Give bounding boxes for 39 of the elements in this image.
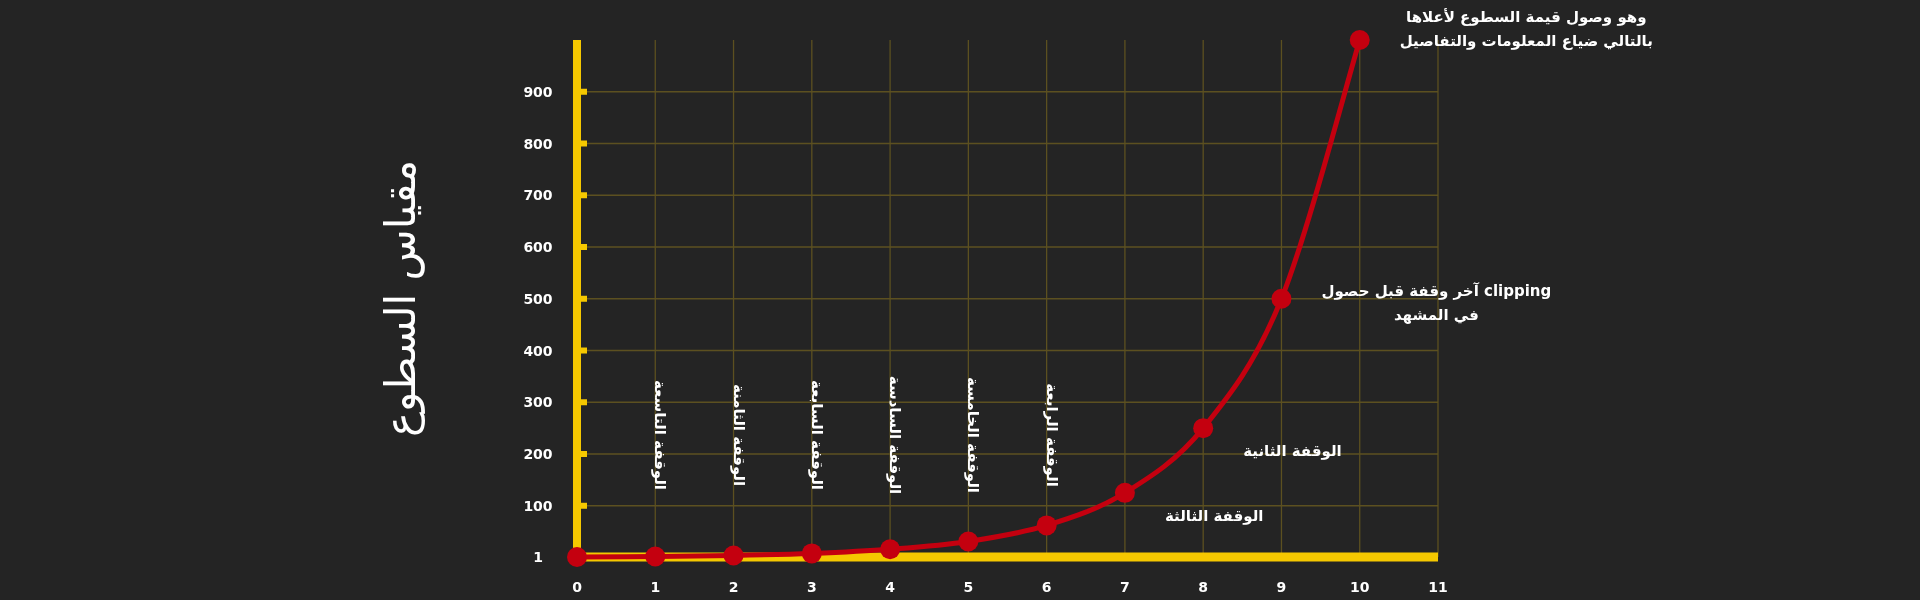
annotation: الوقفة السابعة xyxy=(807,380,826,490)
x-tick-label: 9 xyxy=(1276,579,1287,595)
x-tick-label: 5 xyxy=(963,579,974,595)
x-tick-label: 3 xyxy=(806,579,817,595)
point xyxy=(1036,515,1057,536)
y-tick-label: 900 xyxy=(523,83,553,100)
x-tick-label: 10 xyxy=(1349,579,1370,595)
y-tick-label: 300 xyxy=(523,394,553,411)
x-tick-label: 6 xyxy=(1041,579,1052,595)
x-tick-label: 0 xyxy=(572,579,583,595)
annotation: وهو وصول قيمة السطوع لأعلاها بالتالي ضياع المعلومات والتفاصيل xyxy=(1399,8,1653,50)
point xyxy=(958,531,979,552)
annotation: الوقفة الثالثة xyxy=(1164,506,1264,525)
annotation: الوقفة الثانية xyxy=(1243,442,1342,461)
annotation: آخر وقفة قبل حصول clipping في المشهد xyxy=(1321,281,1552,324)
x-tick-label: 4 xyxy=(885,579,896,595)
point xyxy=(1271,288,1292,309)
annotation: الوقفة الثامنة xyxy=(729,383,748,487)
x-tick-label: 1 xyxy=(650,579,661,595)
y-tick-label: 1 xyxy=(533,549,543,565)
y-tick-label: 400 xyxy=(523,342,553,359)
y-axis-title: مقياس السطوع xyxy=(376,160,425,437)
x-tick-label: 7 xyxy=(1120,579,1130,595)
x-tick-label: 2 xyxy=(728,579,739,595)
point xyxy=(1349,30,1370,50)
y-tick-label: 600 xyxy=(523,239,553,256)
annotation: الوقفة التاسعة xyxy=(651,380,670,490)
y-tick-label: 500 xyxy=(523,290,553,307)
y-tick-label: 200 xyxy=(523,446,553,463)
y-tick-label: 700 xyxy=(523,187,553,204)
point xyxy=(1193,418,1214,439)
x-tick-label: 8 xyxy=(1198,579,1209,595)
point xyxy=(1114,482,1135,503)
y-tick-label: 100 xyxy=(523,497,553,514)
y-tick-label: 800 xyxy=(523,135,553,152)
x-tick-label: 11 xyxy=(1428,579,1448,595)
annotation: الوقفة الخامسة xyxy=(964,377,983,493)
annotation: الوقفة الرابعة xyxy=(1042,383,1061,487)
annotation: الوقفة السادسة xyxy=(886,375,905,495)
